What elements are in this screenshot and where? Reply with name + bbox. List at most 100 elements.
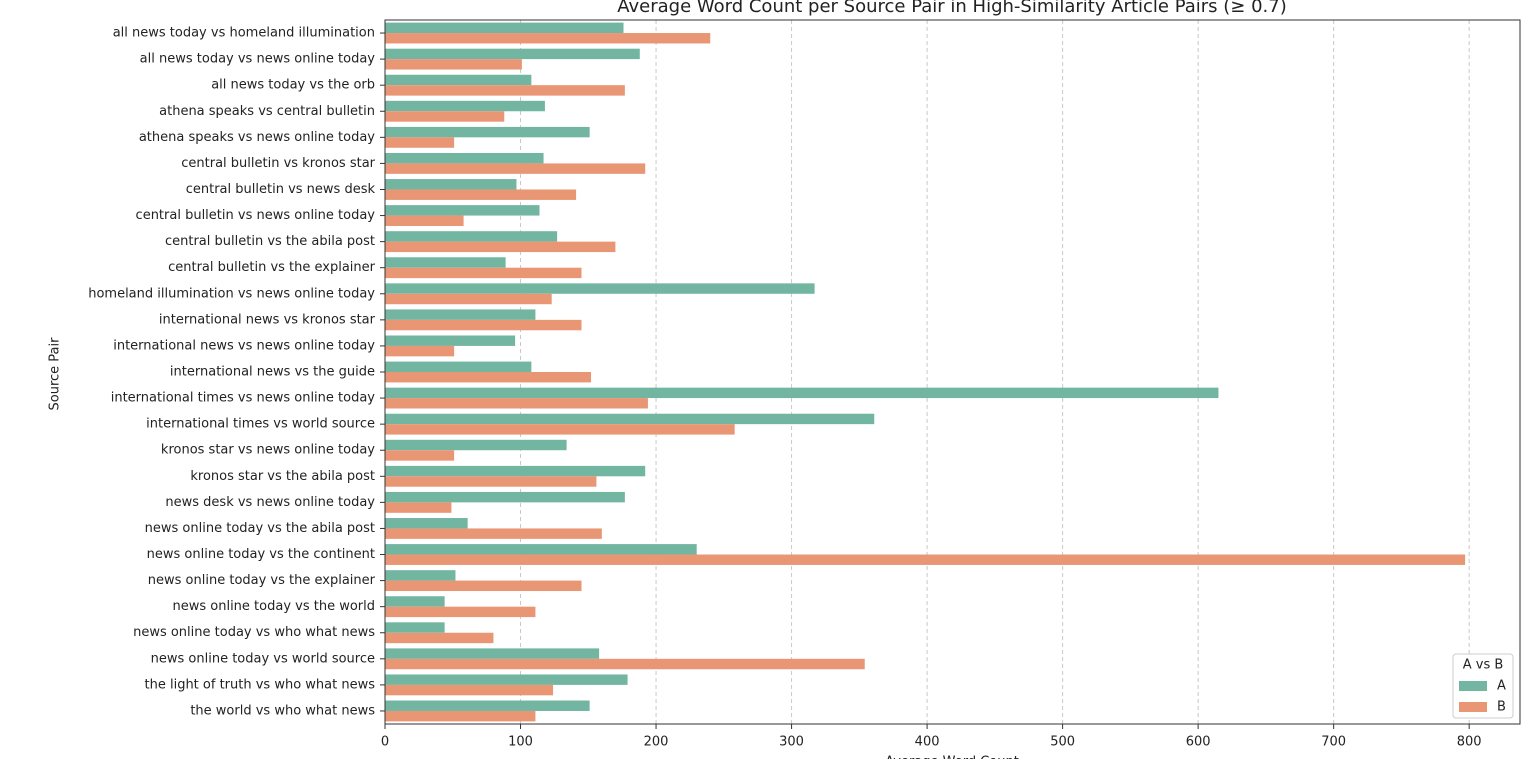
y-tick-label: central bulletin vs news desk (186, 182, 376, 197)
x-tick-label: 800 (1457, 735, 1482, 750)
bar (385, 387, 1219, 399)
y-tick-label: news online today vs the world (172, 599, 375, 614)
chart-title: Average Word Count per Source Pair in Hi… (617, 0, 1287, 17)
bar (385, 361, 532, 372)
bar (385, 491, 625, 503)
y-tick-label: news online today vs the explainer (148, 573, 376, 588)
y-tick-label: athena speaks vs news online today (139, 130, 375, 145)
x-tick-label: 400 (915, 735, 940, 750)
bar (385, 319, 582, 331)
x-tick-label: 600 (1186, 735, 1211, 750)
y-tick-label: news online today vs the continent (147, 547, 375, 562)
y-tick-label: international news vs kronos star (159, 312, 376, 327)
y-tick-label: international times vs news online today (111, 391, 376, 406)
bar (385, 596, 445, 607)
bar (385, 710, 536, 722)
bar (385, 606, 536, 618)
legend: A vs B AB (1452, 653, 1514, 719)
bar (385, 413, 875, 425)
x-tick-label: 100 (508, 735, 533, 750)
bar (385, 465, 646, 477)
bar (385, 100, 545, 112)
y-tick-label: all news today vs the orb (211, 78, 375, 93)
bar (385, 528, 602, 539)
y-tick-label: all news today vs homeland illumination (113, 26, 375, 41)
bar (385, 179, 517, 190)
x-tick-label: 300 (779, 735, 804, 750)
bar (385, 74, 532, 86)
y-tick-label: international news vs news online today (113, 338, 375, 353)
legend-title: A vs B (1463, 658, 1504, 673)
bar (385, 450, 455, 461)
y-tick-label: news online today vs who what news (133, 625, 375, 640)
bar (385, 137, 455, 148)
x-axis-label: Average Word Count (885, 755, 1019, 759)
bar (385, 502, 452, 513)
legend-swatch (1459, 702, 1487, 712)
bar (385, 580, 582, 592)
x-tick-label: 700 (1321, 735, 1346, 750)
bar (385, 257, 506, 268)
y-tick-label: kronos star vs the abila post (190, 469, 375, 484)
bar (385, 684, 554, 696)
bar (385, 309, 536, 320)
bar (385, 205, 540, 216)
bar (385, 152, 544, 164)
bar (385, 215, 464, 226)
y-tick-label: homeland illumination vs news online tod… (88, 286, 375, 301)
y-tick-label: kronos star vs news online today (161, 443, 375, 458)
bar (385, 700, 590, 711)
bar (385, 59, 522, 70)
bar (385, 33, 711, 44)
bar (385, 126, 590, 138)
bar (385, 335, 516, 346)
bar (385, 345, 455, 357)
y-tick-label: central bulletin vs news online today (136, 208, 376, 223)
bar (385, 622, 445, 633)
y-tick-label: the world vs who what news (190, 703, 375, 718)
bar (385, 398, 648, 409)
bar (385, 48, 640, 60)
y-tick-label: athena speaks vs central bulletin (159, 104, 375, 119)
bar (385, 267, 582, 279)
y-tick-label: all news today vs news online today (140, 52, 376, 67)
plot-area: 0 100 200 300 400 500 600 700 800 all news today … (88, 20, 1482, 750)
legend-swatch (1459, 681, 1487, 691)
bar (385, 658, 865, 670)
bar (385, 231, 558, 242)
axes-frame (384, 19, 1521, 725)
bar (385, 293, 552, 305)
y-tick-label: central bulletin vs the explainer (168, 260, 376, 275)
y-tick-label: news online today vs world source (151, 651, 375, 666)
x-tick-label: 200 (644, 735, 669, 750)
bar (385, 85, 625, 96)
y-axis-label: Source Pair (48, 337, 63, 411)
bar (385, 372, 591, 383)
y-tick-label: central bulletin vs kronos star (181, 156, 375, 171)
bar (385, 439, 567, 451)
bar (385, 22, 624, 34)
bar (385, 632, 494, 644)
legend-label: B (1497, 700, 1506, 715)
bar (385, 648, 600, 659)
x-tick-label: 0 (381, 735, 389, 750)
bar (385, 424, 735, 435)
bar (385, 476, 597, 487)
bar (385, 241, 616, 253)
bar (385, 554, 1466, 565)
y-tick-label: news desk vs news online today (165, 495, 375, 510)
y-tick-label: international news vs the guide (170, 365, 375, 380)
bar (385, 189, 577, 200)
x-tick-label: 500 (1050, 735, 1075, 750)
bar (385, 674, 628, 685)
y-tick-label: international times vs world source (146, 417, 375, 432)
bar (385, 283, 815, 294)
y-tick-label: news online today vs the abila post (145, 521, 375, 536)
bar (385, 544, 697, 555)
y-tick-label: the light of truth vs who what news (145, 677, 376, 692)
bar (385, 163, 646, 174)
bar (385, 518, 468, 529)
bar (385, 111, 505, 122)
